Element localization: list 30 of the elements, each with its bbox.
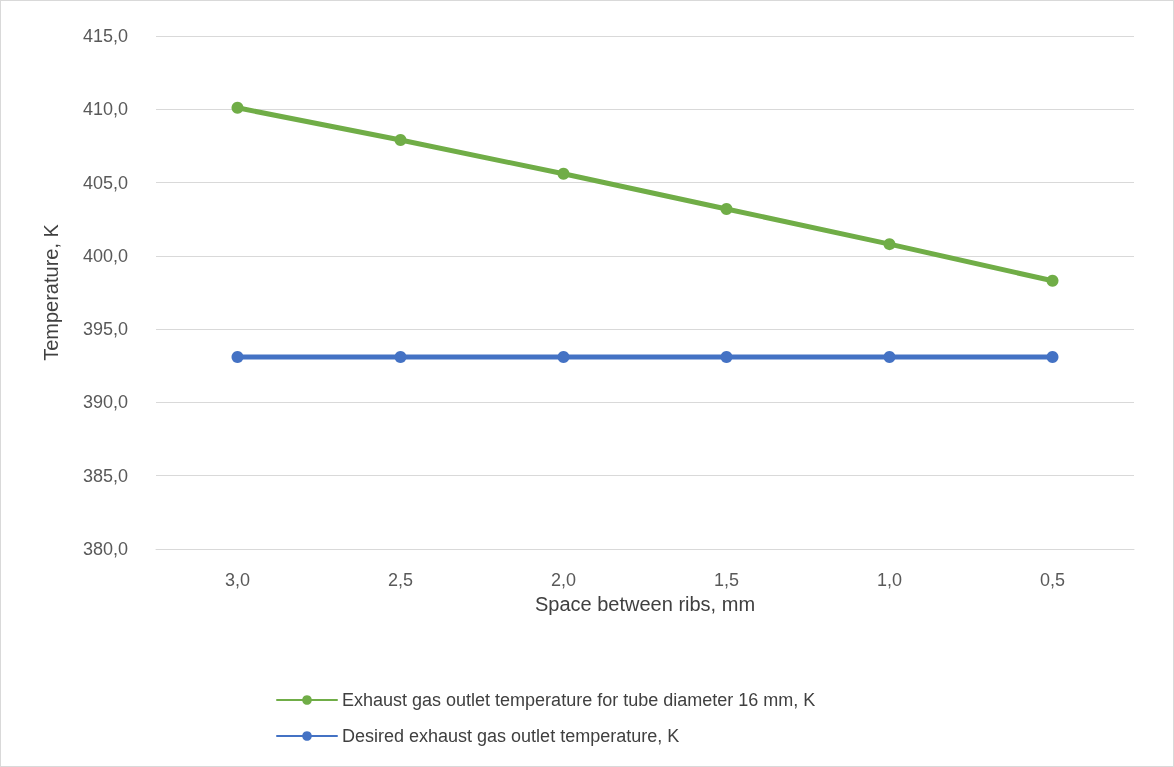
point (231, 101, 244, 114)
legend-label: Exhaust gas outlet temperature for tube diameter 16 mm, K (342, 690, 816, 710)
point (1046, 350, 1059, 363)
y-tick-label: 385,0 (82, 465, 128, 486)
y-axis-title: Temperature, K (40, 223, 62, 361)
point (557, 167, 570, 180)
x-tick-label: 0,5 (1039, 570, 1066, 590)
x-tick-label: 1,5 (713, 570, 740, 590)
point (883, 350, 896, 363)
point (720, 350, 733, 363)
x-tick-label: 1,0 (876, 570, 903, 590)
y-tick-label: 405,0 (82, 172, 128, 193)
point (1046, 274, 1059, 287)
y-tick-label: 395,0 (82, 319, 128, 340)
x-axis-title: Space between ribs, mm (534, 592, 756, 615)
x-tick-label: 3,0 (224, 570, 251, 590)
y-tick-label: 380,0 (82, 539, 128, 559)
y-tick-label: 410,0 (82, 99, 128, 120)
point (231, 350, 244, 363)
legend-label: Desired exhaust gas outlet temperature, K (342, 726, 680, 746)
y-tick-label: 415,0 (82, 26, 128, 46)
point (883, 238, 896, 251)
y-tick-label: 390,0 (82, 392, 128, 413)
point (557, 350, 570, 363)
point (394, 350, 407, 363)
point (720, 202, 733, 215)
point (394, 134, 407, 147)
y-tick-label: 400,0 (82, 245, 128, 266)
x-tick-label: 2,5 (387, 570, 414, 590)
x-tick-label: 2,0 (550, 570, 577, 590)
